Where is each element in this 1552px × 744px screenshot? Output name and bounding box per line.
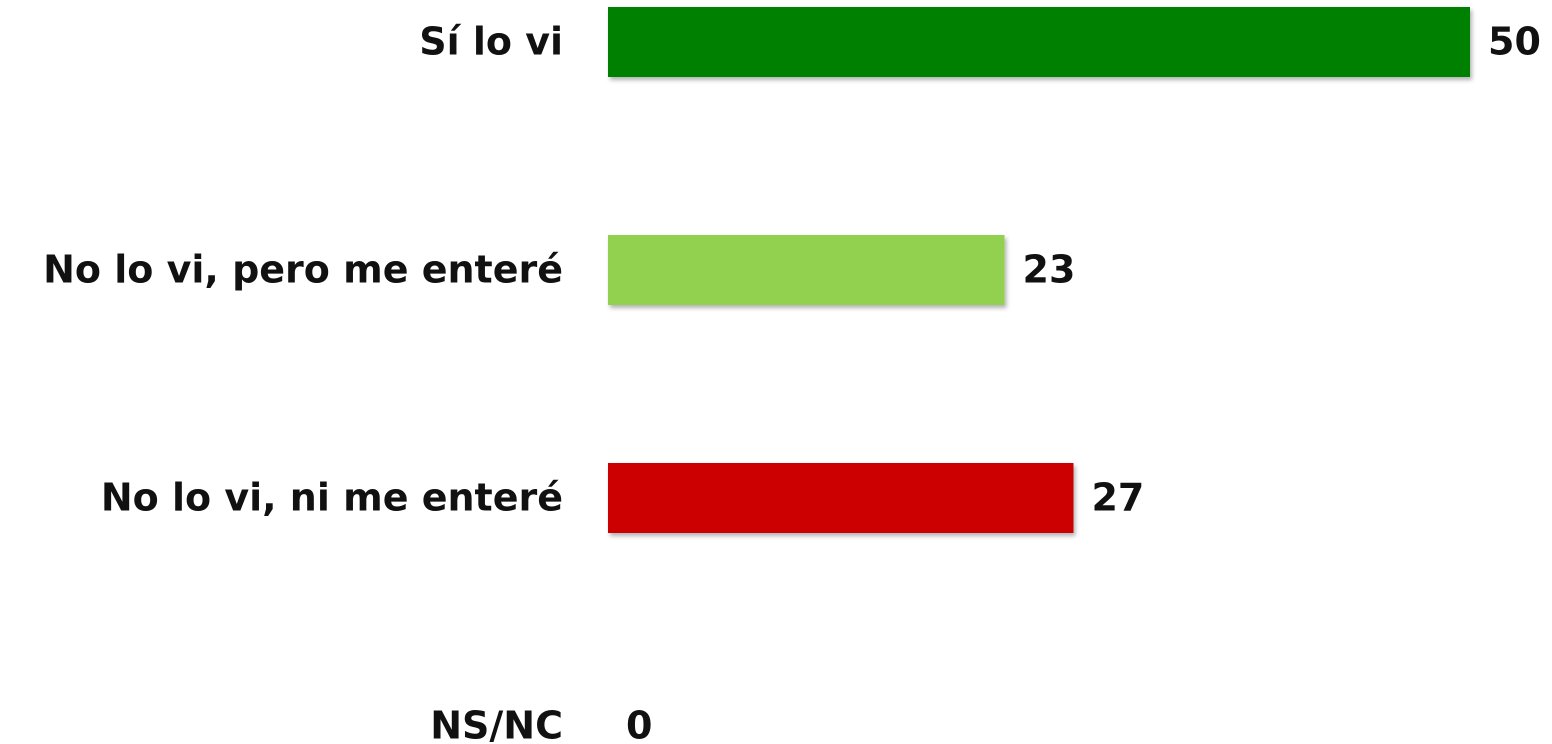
bar — [608, 463, 1074, 533]
category-label: NS/NC — [430, 704, 563, 744]
bar — [608, 7, 1470, 77]
value-label: 23 — [1023, 248, 1076, 292]
category-label: No lo vi, ni me enteré — [101, 476, 563, 520]
value-label: 0 — [626, 704, 652, 744]
category-label: No lo vi, pero me enteré — [43, 248, 563, 292]
bar — [608, 235, 1005, 305]
category-label: Sí lo vi — [419, 20, 563, 64]
value-label: 27 — [1091, 476, 1144, 520]
value-label: 50 — [1488, 20, 1541, 64]
